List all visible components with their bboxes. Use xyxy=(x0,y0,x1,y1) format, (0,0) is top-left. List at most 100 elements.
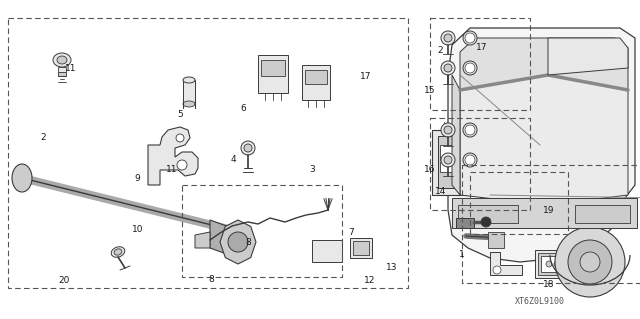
Bar xyxy=(541,256,557,272)
Bar xyxy=(538,253,560,275)
Ellipse shape xyxy=(441,123,455,137)
Ellipse shape xyxy=(463,153,477,167)
Bar xyxy=(458,205,518,223)
Circle shape xyxy=(546,261,552,267)
Polygon shape xyxy=(210,220,248,256)
Ellipse shape xyxy=(441,153,455,167)
Bar xyxy=(535,250,563,278)
Ellipse shape xyxy=(444,34,452,42)
Ellipse shape xyxy=(481,217,491,227)
Bar xyxy=(440,162,468,172)
Bar xyxy=(462,165,640,283)
Bar xyxy=(551,58,565,68)
Ellipse shape xyxy=(465,63,475,73)
Circle shape xyxy=(526,196,534,204)
Bar xyxy=(302,65,330,100)
Bar xyxy=(452,198,637,228)
Bar xyxy=(432,130,487,195)
Text: 18: 18 xyxy=(543,280,555,289)
Ellipse shape xyxy=(111,247,125,257)
Text: 13: 13 xyxy=(386,263,397,272)
Bar xyxy=(440,145,468,160)
Bar xyxy=(258,55,288,93)
Text: 19: 19 xyxy=(543,206,555,215)
Text: 8: 8 xyxy=(209,275,214,284)
Polygon shape xyxy=(490,252,522,275)
Ellipse shape xyxy=(516,132,528,144)
Bar xyxy=(261,60,285,76)
Ellipse shape xyxy=(480,192,508,208)
Bar xyxy=(575,205,630,223)
Bar xyxy=(183,80,195,104)
Text: 6: 6 xyxy=(241,104,246,113)
Text: 8: 8 xyxy=(246,238,251,247)
Bar xyxy=(470,172,568,234)
Text: 3: 3 xyxy=(310,165,315,174)
Text: 1: 1 xyxy=(460,250,465,259)
Bar xyxy=(58,67,66,72)
Text: 11: 11 xyxy=(166,165,177,174)
Polygon shape xyxy=(460,75,628,205)
Ellipse shape xyxy=(12,164,32,192)
Bar xyxy=(8,18,408,288)
Text: 16: 16 xyxy=(424,165,436,174)
Text: 17: 17 xyxy=(360,72,372,81)
Ellipse shape xyxy=(53,53,71,67)
Bar xyxy=(350,238,372,258)
Ellipse shape xyxy=(513,129,531,147)
Ellipse shape xyxy=(241,141,255,155)
Polygon shape xyxy=(548,38,628,75)
Circle shape xyxy=(554,261,560,267)
Ellipse shape xyxy=(463,123,477,137)
Text: 11: 11 xyxy=(65,64,76,73)
Polygon shape xyxy=(220,220,256,264)
Bar xyxy=(430,18,530,110)
Ellipse shape xyxy=(465,125,475,135)
Ellipse shape xyxy=(444,156,452,164)
Text: 2: 2 xyxy=(438,46,443,55)
Circle shape xyxy=(568,240,612,284)
Polygon shape xyxy=(448,28,635,262)
Circle shape xyxy=(176,134,184,142)
Polygon shape xyxy=(195,232,210,248)
Polygon shape xyxy=(460,38,628,90)
Ellipse shape xyxy=(465,155,475,165)
Text: 14: 14 xyxy=(435,187,446,196)
Text: 2: 2 xyxy=(41,133,46,142)
Text: 20: 20 xyxy=(58,276,70,285)
Ellipse shape xyxy=(463,31,477,45)
Ellipse shape xyxy=(465,33,475,43)
Text: 7: 7 xyxy=(348,228,353,237)
Bar xyxy=(182,185,342,277)
Ellipse shape xyxy=(522,192,538,208)
Bar xyxy=(548,55,568,83)
Ellipse shape xyxy=(463,61,477,75)
Bar xyxy=(572,65,590,91)
Bar xyxy=(575,68,587,78)
Ellipse shape xyxy=(57,56,67,64)
Ellipse shape xyxy=(183,77,195,83)
Ellipse shape xyxy=(114,249,122,255)
Polygon shape xyxy=(148,127,198,185)
Text: 17: 17 xyxy=(476,43,487,52)
Ellipse shape xyxy=(441,31,455,45)
Ellipse shape xyxy=(441,61,455,75)
Bar xyxy=(456,218,474,228)
Ellipse shape xyxy=(183,101,195,107)
Ellipse shape xyxy=(444,64,452,72)
Text: 9: 9 xyxy=(135,174,140,183)
Circle shape xyxy=(555,227,625,297)
Text: 10: 10 xyxy=(132,225,143,234)
Text: 12: 12 xyxy=(364,276,376,285)
Text: 4: 4 xyxy=(231,155,236,164)
Bar xyxy=(353,241,369,255)
Polygon shape xyxy=(452,75,460,195)
Circle shape xyxy=(493,266,501,274)
Bar xyxy=(305,70,327,84)
Bar xyxy=(312,240,342,262)
Bar xyxy=(430,118,530,210)
Text: 5: 5 xyxy=(178,110,183,119)
Circle shape xyxy=(228,232,248,252)
Text: XT6Z0L9100: XT6Z0L9100 xyxy=(515,298,565,307)
Circle shape xyxy=(580,252,600,272)
